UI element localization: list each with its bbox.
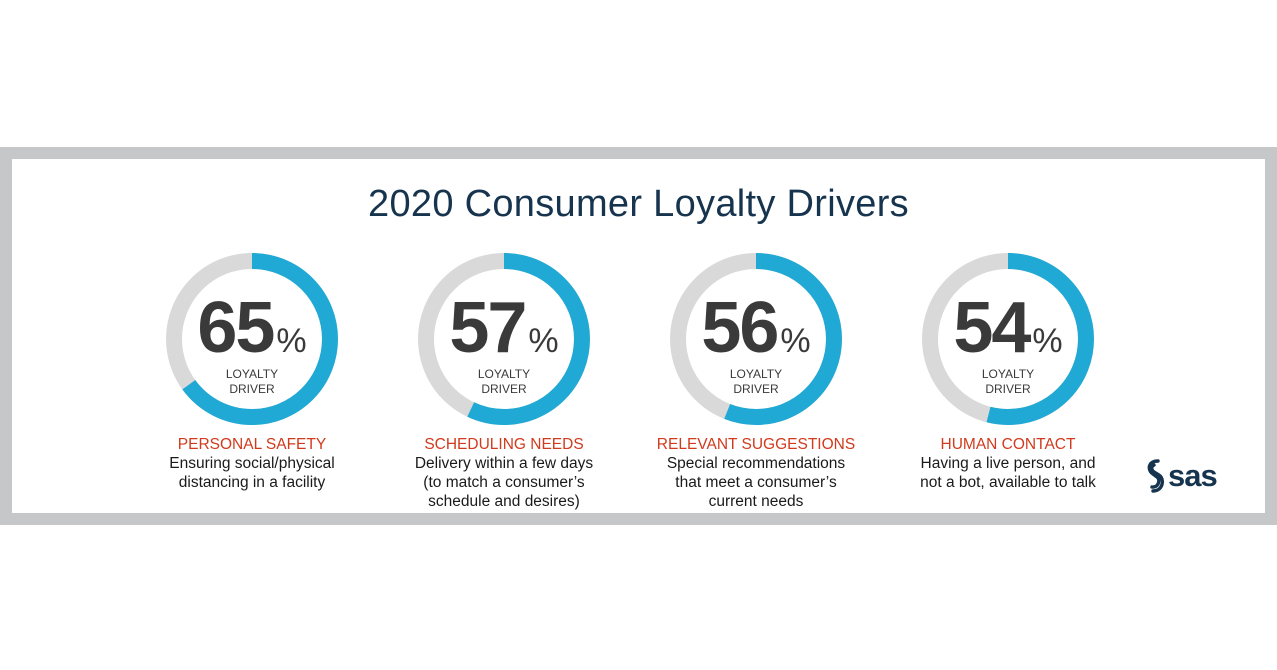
driver-2-desc-line2: (to match a consumer’s <box>423 474 585 491</box>
infographic-panel: 2020 Consumer Loyalty Drivers 65% LOYALT… <box>12 159 1265 513</box>
donut-1-number: 65 <box>197 288 275 368</box>
driver-4-desc-line1: Having a live person, and <box>920 455 1096 472</box>
driver-1-category: PERSONAL SAFETY <box>177 436 327 453</box>
driver-1-desc-line1: Ensuring social/physical <box>169 455 335 472</box>
donut-4-arc <box>922 253 1094 425</box>
donut-2-arc <box>418 253 590 425</box>
driver-3-desc-line1: Special recommendations <box>666 455 846 472</box>
driver-2-category: SCHEDULING NEEDS <box>424 436 584 453</box>
donut-1-caption-line2: DRIVER <box>229 382 275 396</box>
donut-2-unit: % <box>528 322 559 360</box>
donut-1-unit: % <box>276 322 307 360</box>
driver-4-category: HUMAN CONTACT <box>940 436 1076 453</box>
infographic-frame: 2020 Consumer Loyalty Drivers 65% LOYALT… <box>0 147 1277 525</box>
donut-4: 54% LOYALTY DRIVER <box>918 249 1098 429</box>
donut-1-value: 65% <box>162 287 342 369</box>
driver-1-text: PERSONAL SAFETY Ensuring social/physical… <box>137 435 367 492</box>
driver-3-desc-line2: that meet a consumer’s <box>675 474 837 491</box>
donut-2-number: 57 <box>449 288 527 368</box>
donut-1-svg <box>166 253 338 425</box>
donut-4-caption-line1: LOYALTY <box>981 367 1035 381</box>
donut-3-svg <box>670 253 842 425</box>
sas-logo: sas <box>1147 458 1218 493</box>
donut-3-caption-line1: LOYALTY <box>729 367 783 381</box>
donut-1: 65% LOYALTY DRIVER <box>162 249 342 429</box>
driver-2-desc-line3: schedule and desires) <box>428 493 580 510</box>
driver-3-text: RELEVANT SUGGESTIONS Special recommendat… <box>641 435 871 511</box>
donut-4-caption-line2: DRIVER <box>985 382 1031 396</box>
donut-4-unit: % <box>1032 322 1063 360</box>
donut-2-caption-line1: LOYALTY <box>477 367 531 381</box>
driver-3-desc-line3: current needs <box>708 493 804 510</box>
donut-3-number: 56 <box>701 288 779 368</box>
driver-4-text: HUMAN CONTACT Having a live person, and … <box>893 435 1123 492</box>
donut-2-value: 57% <box>414 287 594 369</box>
donut-4-value: 54% <box>918 287 1098 369</box>
chart-title: 2020 Consumer Loyalty Drivers <box>368 183 909 225</box>
driver-2-desc-line1: Delivery within a few days <box>414 455 594 472</box>
donut-4-number: 54 <box>953 288 1031 368</box>
driver-3-category: RELEVANT SUGGESTIONS <box>656 436 856 453</box>
donut-3-arc <box>670 253 842 425</box>
sas-logo-text: sas <box>1168 458 1217 493</box>
donut-1-arc <box>166 253 338 425</box>
driver-4-desc-line2: not a bot, available to talk <box>920 474 1096 491</box>
donut-3: 56% LOYALTY DRIVER <box>666 249 846 429</box>
sas-logo-swirl <box>1147 459 1165 493</box>
donut-2-svg <box>418 253 590 425</box>
donut-1-caption-line1: LOYALTY <box>225 367 279 381</box>
donut-3-unit: % <box>780 322 811 360</box>
donut-3-value: 56% <box>666 287 846 369</box>
driver-2-text: SCHEDULING NEEDS Delivery within a few d… <box>389 435 619 511</box>
driver-1-desc-line2: distancing in a facility <box>178 474 326 491</box>
donut-4-svg <box>922 253 1094 425</box>
donut-3-caption-line2: DRIVER <box>733 382 779 396</box>
donut-2-caption-line2: DRIVER <box>481 382 527 396</box>
donut-2: 57% LOYALTY DRIVER <box>414 249 594 429</box>
